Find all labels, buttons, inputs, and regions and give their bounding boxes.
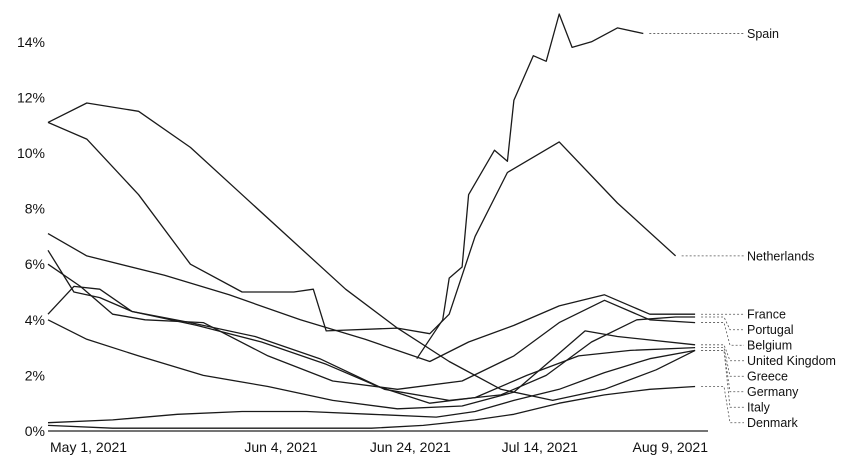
leader-line-greece	[701, 347, 744, 377]
series-layer	[47, 13, 696, 429]
leader-line-italy	[701, 349, 744, 408]
x-tick-label: Jun 24, 2021	[370, 439, 451, 455]
series-label-united-kingdom: United Kingdom	[747, 354, 836, 368]
series-label-netherlands: Netherlands	[747, 249, 814, 263]
series-label-portugal: Portugal	[747, 323, 794, 337]
series-line-germany	[47, 102, 696, 402]
series-line-belgium	[47, 263, 696, 390]
series-line-greece	[47, 285, 696, 404]
series-line-france	[47, 233, 696, 363]
series-line-italy	[47, 349, 696, 424]
series-label-greece: Greece	[747, 370, 788, 384]
y-tick-label: 0%	[25, 423, 45, 439]
series-line-netherlands	[47, 121, 677, 335]
y-tick-label: 14%	[17, 34, 45, 50]
series-label-belgium: Belgium	[747, 339, 792, 353]
leader-line-germany	[701, 349, 744, 393]
y-tick-label: 4%	[25, 312, 45, 328]
series-label-germany: Germany	[747, 385, 799, 399]
series-label-france: France	[747, 308, 786, 322]
y-tick-label: 2%	[25, 367, 45, 383]
series-line-denmark	[47, 385, 696, 429]
leader-line-portugal	[701, 316, 744, 331]
x-axis: May 1, 2021 Jun 4, 2021 Jun 24, 2021 Jul 14…	[48, 430, 708, 455]
y-tick-label: 6%	[25, 256, 45, 272]
series-label-italy: Italy	[747, 401, 771, 415]
x-tick-label: Jul 14, 2021	[502, 439, 578, 455]
x-tick-label: Aug 9, 2021	[632, 439, 708, 455]
series-label-spain: Spain	[747, 27, 779, 41]
leader-line-belgium	[701, 322, 744, 346]
series-line-spain	[416, 13, 644, 360]
y-tick-label: 10%	[17, 145, 45, 161]
series-line-united-kingdom	[47, 319, 696, 410]
y-tick-label: 8%	[25, 201, 45, 217]
series-line-portugal	[47, 249, 696, 402]
leader-line-denmark	[701, 386, 744, 424]
x-tick-label: Jun 4, 2021	[244, 439, 317, 455]
y-tick-label: 12%	[17, 89, 45, 105]
y-axis: 0% 2% 4% 6% 8% 10% 12% 14%	[17, 34, 45, 439]
series-label-denmark: Denmark	[747, 416, 798, 430]
x-tick-label: May 1, 2021	[50, 439, 127, 455]
